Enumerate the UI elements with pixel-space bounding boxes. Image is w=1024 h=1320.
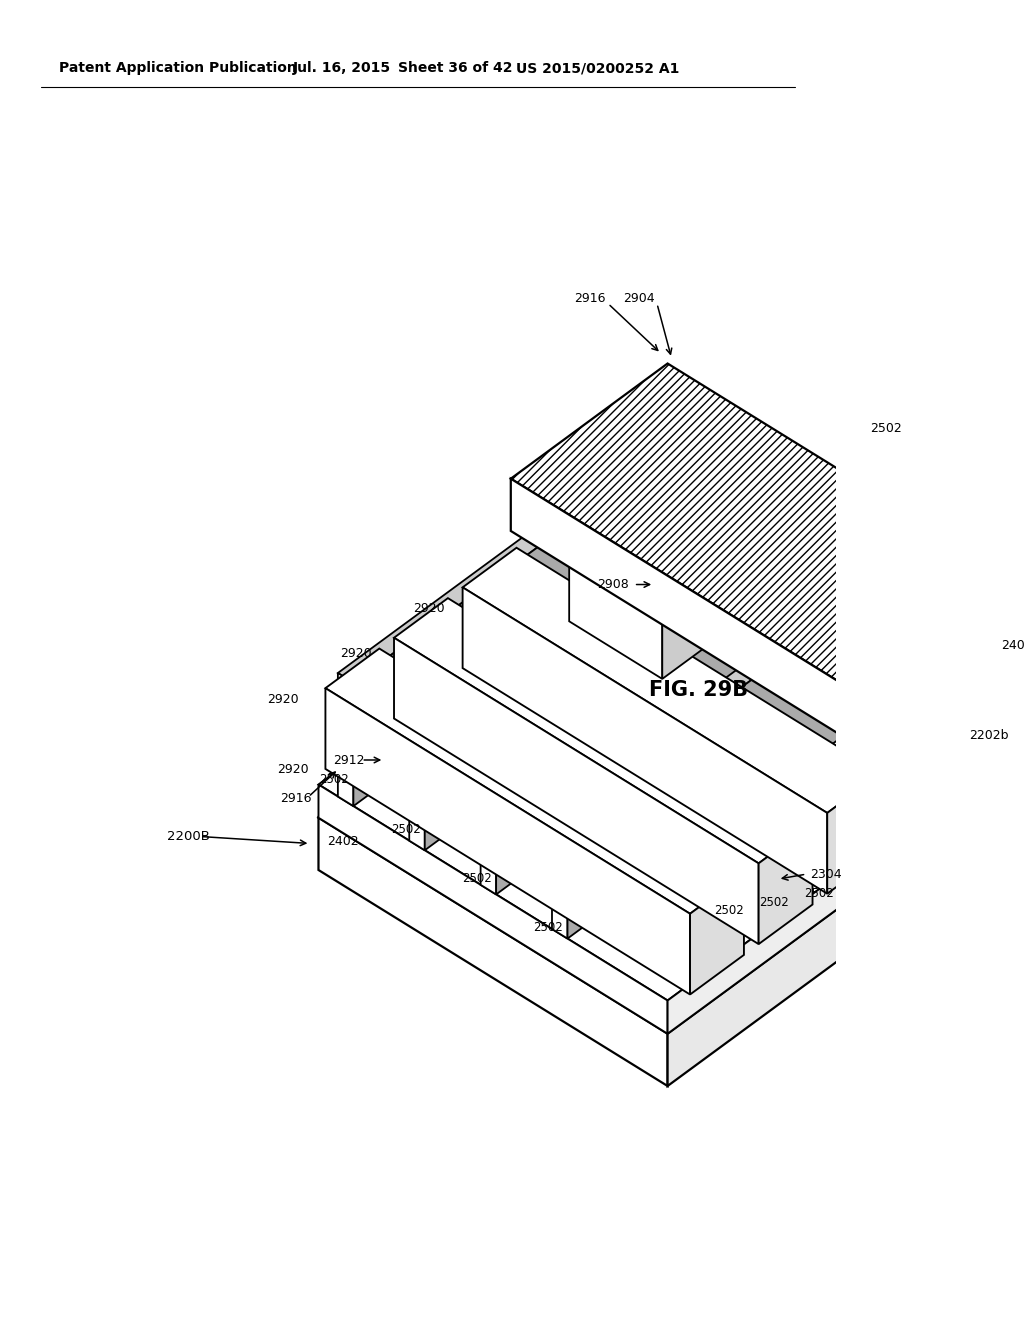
Text: 2502: 2502 [869,422,901,434]
Polygon shape [410,483,743,727]
Polygon shape [326,688,690,994]
Polygon shape [326,648,743,913]
Polygon shape [410,717,425,850]
Polygon shape [394,638,759,944]
Polygon shape [759,824,812,944]
Polygon shape [463,548,881,813]
Text: Sheet 36 of 42: Sheet 36 of 42 [397,61,512,75]
Text: Patent Application Publication: Patent Application Publication [58,61,297,75]
Polygon shape [318,818,668,1086]
Polygon shape [338,440,672,682]
Polygon shape [511,363,1024,729]
Text: 2916: 2916 [574,292,606,305]
Polygon shape [394,598,812,863]
Text: 2304: 2304 [810,867,842,880]
Polygon shape [497,537,815,895]
Polygon shape [569,541,663,678]
Text: 2908: 2908 [597,578,629,591]
Text: 2202b: 2202b [970,730,1009,742]
Text: 2502: 2502 [319,774,349,787]
Text: 2402: 2402 [1000,639,1024,652]
Polygon shape [480,527,815,771]
Polygon shape [668,767,986,1034]
Text: 2502: 2502 [714,904,743,916]
Text: 2200B: 2200B [167,830,210,843]
Polygon shape [552,572,886,814]
Text: 2920: 2920 [340,647,372,660]
Text: 2920: 2920 [267,693,299,706]
Text: 2920: 2920 [278,763,308,776]
Text: 2402: 2402 [328,836,359,847]
Text: 2502: 2502 [804,887,834,900]
Text: 2502: 2502 [759,895,788,908]
Text: 2904: 2904 [624,292,654,305]
Text: 2912: 2912 [333,754,365,767]
Polygon shape [318,550,986,1001]
Polygon shape [552,805,567,939]
Text: FIG. 29B: FIG. 29B [649,680,749,700]
Polygon shape [463,587,827,894]
Text: 2502: 2502 [534,921,563,935]
Text: 2916: 2916 [280,792,311,805]
Text: 2502: 2502 [391,822,421,836]
Polygon shape [690,874,743,994]
Polygon shape [338,673,353,807]
Polygon shape [425,492,743,850]
Polygon shape [663,548,731,678]
Text: US 2015/0200252 A1: US 2015/0200252 A1 [516,61,680,75]
Polygon shape [318,784,668,1034]
Polygon shape [569,490,731,598]
Text: 2920: 2920 [413,602,444,615]
Text: Jul. 16, 2015: Jul. 16, 2015 [292,61,390,75]
Polygon shape [668,800,986,1086]
Polygon shape [353,449,672,807]
Polygon shape [480,762,497,895]
Polygon shape [914,612,1024,780]
Polygon shape [511,479,914,780]
Polygon shape [827,774,881,894]
Polygon shape [567,581,886,939]
Text: 2502: 2502 [462,871,492,884]
Polygon shape [318,583,986,1034]
